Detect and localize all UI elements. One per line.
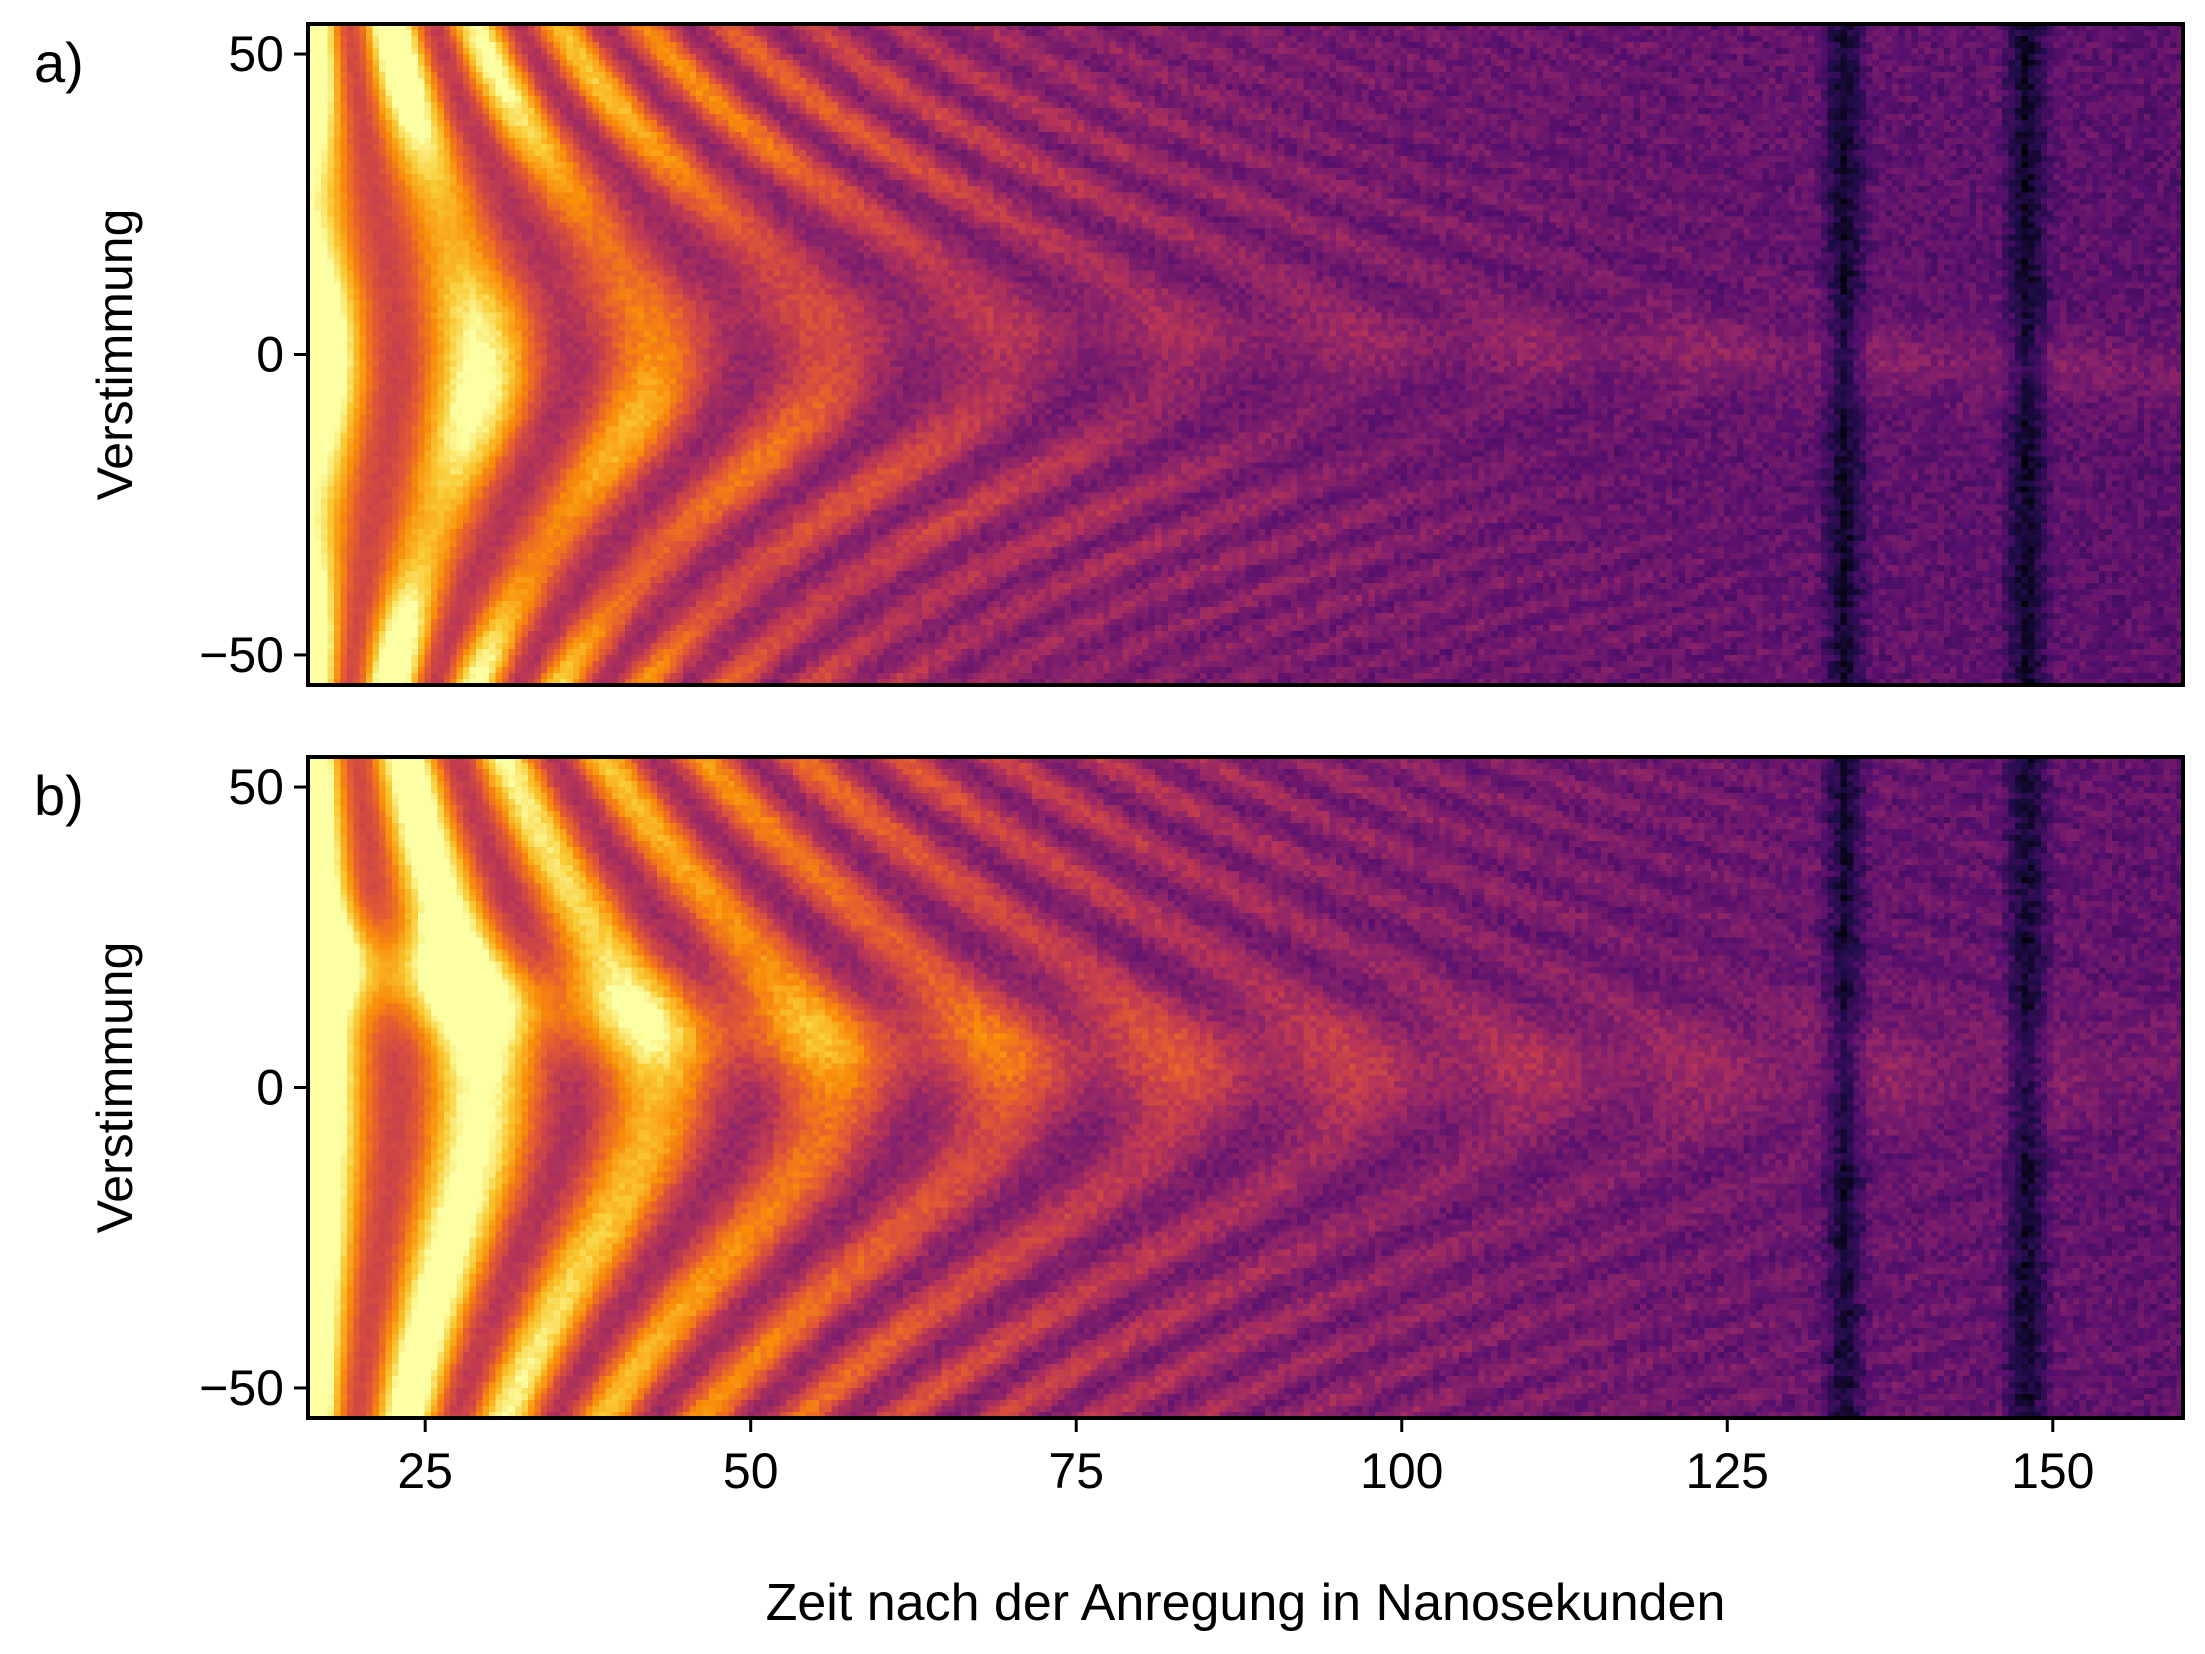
xtick-label: 25 [397,1443,453,1499]
xtick-label: 100 [1360,1443,1443,1499]
axes-frame-b [306,755,2185,1420]
xtick-label: 75 [1048,1443,1104,1499]
panel-label-b: b) [34,764,84,827]
ytick-label: 0 [256,1060,284,1116]
ylabel-b: Verstimmung [87,942,143,1234]
heatmap-a [308,24,2183,685]
xtick-label: 150 [2011,1443,2094,1499]
heatmap-b [308,757,2183,1418]
xlabel: Zeit nach der Anregung in Nanosekunden [766,1574,1726,1632]
ytick-label: 0 [256,327,284,383]
axes-frame-a [306,22,2185,687]
ylabel-a: Verstimmung [87,209,143,501]
xtick-label: 125 [1686,1443,1769,1499]
xtick-label: 50 [723,1443,779,1499]
panel-label-a: a) [34,31,84,94]
ytick-label: 50 [228,26,284,82]
ytick-label: −50 [199,627,284,683]
ytick-label: −50 [199,1360,284,1416]
ytick-label: 50 [228,759,284,815]
